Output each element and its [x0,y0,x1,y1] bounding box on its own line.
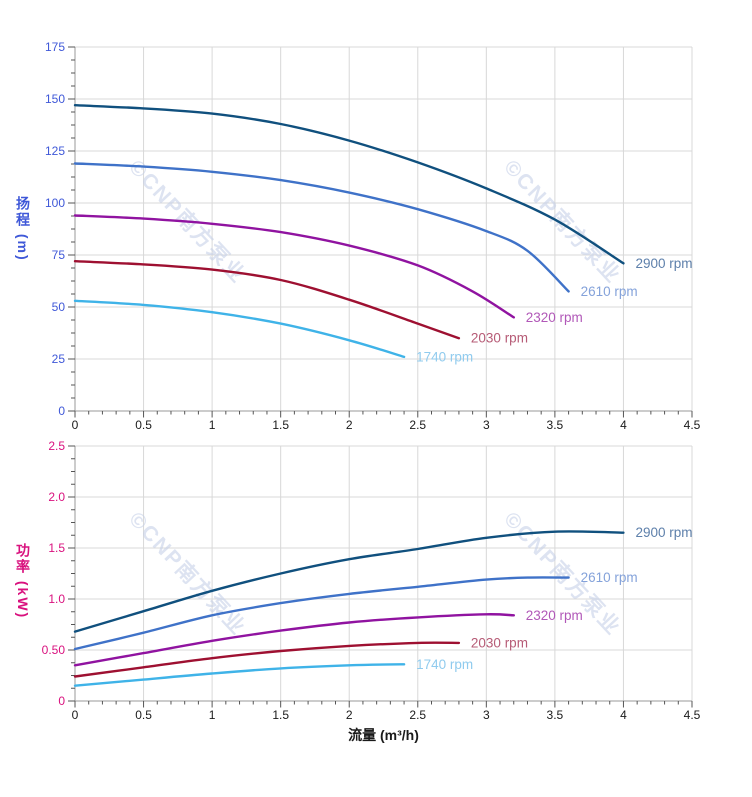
curve-2610-rpm [73,576,570,651]
curve-2030-rpm [73,641,461,678]
y-tick-label: 2.5 [48,439,65,453]
curve-2320-rpm [73,214,515,319]
curve-label-2030-rpm: 2030 rpm [471,331,528,346]
x-tick-label: 3 [483,418,490,432]
x-tick-label: 2 [346,708,353,722]
curve-2610-rpm [73,162,570,293]
power-axis-title: 功率 (kW) [15,543,31,620]
curve-label-1740-rpm: 1740 rpm [416,657,473,672]
x-tick-label: 1.5 [272,418,289,432]
x-tick-label: 0.5 [135,418,152,432]
y-tick-label: 0 [58,694,65,708]
watermark-text: ©CNP南方泵业 [499,155,626,288]
x-tick-label: 3.5 [547,418,564,432]
y-tick-label: 0 [58,404,65,418]
curve-label-2610-rpm: 2610 rpm [581,570,638,585]
y-tick-label: 75 [52,248,66,262]
x-tick-label: 1 [209,418,216,432]
y-tick-label: 0.50 [42,643,66,657]
y-tick-label: 1.0 [48,592,65,606]
curve-1740-rpm [73,299,406,359]
x-tick-label: 4.5 [684,418,701,432]
y-tick-label: 150 [45,92,65,106]
x-tick-label: 3.5 [547,708,564,722]
curve-1740-rpm [73,663,406,687]
x-tick-label: 0 [72,708,79,722]
curve-label-2900-rpm: 2900 rpm [635,256,692,271]
x-tick-label: 2 [346,418,353,432]
curve-2320-rpm [73,613,515,667]
curve-label-2320-rpm: 2320 rpm [526,608,583,623]
x-tick-label: 0.5 [135,708,152,722]
y-tick-label: 1.5 [48,541,65,555]
x-tick-label: 2.5 [409,708,426,722]
x-tick-label: 0 [72,418,79,432]
x-tick-label: 1.5 [272,708,289,722]
head-axis-title: 扬程 (m) [15,196,31,262]
curve-label-2900-rpm: 2900 rpm [635,525,692,540]
y-tick-label: 125 [45,144,65,158]
curve-2900-rpm [73,104,625,265]
flow-axis-title: 流量 (m³/h) [348,727,419,743]
y-tick-label: 100 [45,196,65,210]
curve-label-1740-rpm: 1740 rpm [416,349,473,364]
x-tick-label: 1 [209,708,216,722]
y-tick-label: 25 [52,352,66,366]
curve-2030-rpm [73,260,461,340]
curve-label-2320-rpm: 2320 rpm [526,310,583,325]
x-tick-label: 2.5 [409,418,426,432]
x-tick-label: 3 [483,708,490,722]
y-tick-label: 175 [45,40,65,54]
curve-2900-rpm [73,530,625,633]
curve-label-2610-rpm: 2610 rpm [581,284,638,299]
curve-label-2030-rpm: 2030 rpm [471,635,528,650]
y-tick-label: 50 [52,300,66,314]
x-tick-label: 4 [620,418,627,432]
y-tick-label: 2.0 [48,490,65,504]
x-tick-label: 4.5 [684,708,701,722]
x-tick-label: 4 [620,708,627,722]
